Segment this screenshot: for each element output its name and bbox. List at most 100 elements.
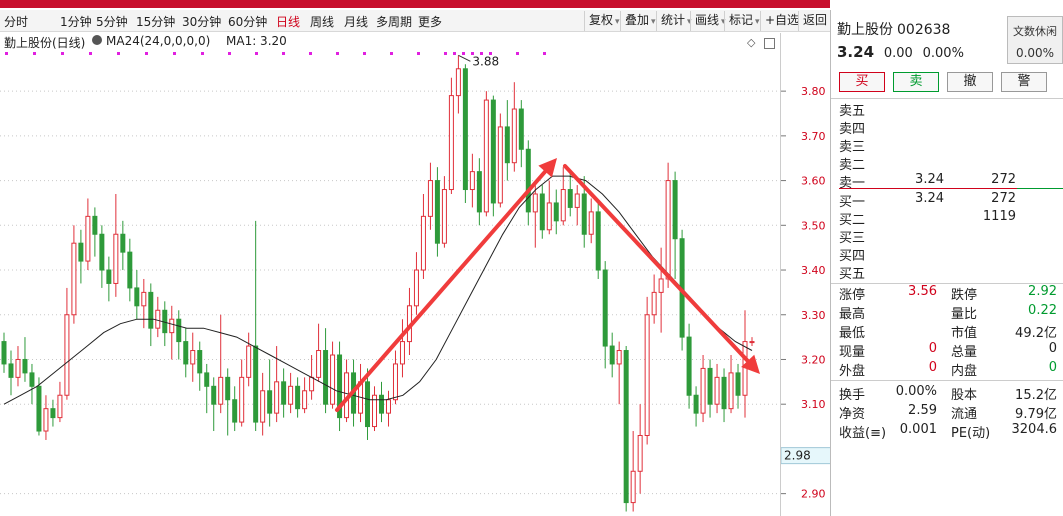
tool-button[interactable]: 叠加 ▾ — [620, 11, 660, 31]
ask-row[interactable]: 卖一 3.24 272 — [839, 172, 1054, 191]
period-tab[interactable]: 日线 — [276, 15, 301, 29]
candle — [176, 310, 182, 360]
bid-row[interactable]: 买二 1119 — [839, 209, 1054, 228]
price-axis-svg: 2.90 3.10 3.20 3.30 3.40 3.50 3.60 3.70 3.80 2.98 — [780, 85, 832, 501]
candle — [434, 167, 440, 257]
tool-label: 统计 — [661, 13, 686, 27]
candle — [365, 368, 371, 440]
indicator-ma-main[interactable]: MA24(24,0,0,0,0) — [106, 34, 211, 48]
stat-label: 市值 — [951, 326, 978, 341]
candle — [700, 355, 706, 423]
price-change: 0.00 — [883, 46, 913, 61]
event-marker — [282, 52, 285, 55]
candle — [246, 332, 252, 387]
high-annotation-label: 3.88 — [472, 54, 499, 68]
period-tab[interactable]: 30分钟 — [182, 15, 222, 29]
candle — [64, 287, 70, 400]
close-chart-icon[interactable] — [764, 38, 775, 49]
candle-body — [413, 269, 419, 307]
bid-row[interactable]: 买三 — [839, 227, 1054, 246]
stock-name: 勤上股份 — [837, 22, 893, 38]
candle — [204, 363, 210, 414]
candle — [476, 158, 482, 226]
stat-label: 内盘 — [951, 364, 978, 379]
tool-button[interactable]: 统计 ▾ — [656, 11, 696, 31]
ask-level-label: 卖三 — [839, 140, 866, 155]
candle — [469, 153, 475, 208]
candle-body — [225, 376, 231, 401]
period-tab[interactable]: 月线 — [344, 15, 369, 29]
bid-row[interactable]: 买一 3.24 272 — [839, 191, 1054, 210]
event-marker — [336, 52, 339, 55]
candle — [211, 377, 217, 432]
period-tab[interactable]: 5分钟 — [96, 15, 128, 29]
candle — [721, 368, 727, 423]
ask-row[interactable]: 卖四 — [839, 118, 1054, 137]
buy-button[interactable]: 买 — [839, 72, 885, 92]
ask-level-label: 卖四 — [839, 122, 866, 137]
y-tick-label: 3.50 — [801, 219, 826, 232]
candle — [609, 332, 615, 378]
ask-row[interactable]: 卖三 — [839, 136, 1054, 155]
candle-body — [427, 180, 433, 217]
period-tab[interactable]: 15分钟 — [136, 15, 176, 29]
tool-button[interactable]: 标记 ▾ — [724, 11, 764, 31]
event-marker — [255, 52, 258, 55]
kline-chart-svg: 3.88 — [0, 52, 780, 512]
ask-row[interactable]: 卖二 — [839, 154, 1054, 173]
candle-body — [602, 269, 608, 347]
event-marker — [480, 52, 483, 55]
tool-label: 画线 — [695, 13, 720, 27]
candle-body — [455, 68, 461, 97]
candle-body — [434, 180, 440, 244]
candle — [665, 162, 671, 288]
tool-label: +自选 — [765, 13, 800, 27]
sell-button[interactable]: 卖 — [893, 72, 939, 92]
ask-row[interactable]: 卖五 — [839, 100, 1054, 119]
candle-body — [274, 381, 280, 414]
tool-button[interactable]: 画线 ▾ — [690, 11, 730, 31]
period-tab[interactable]: 多周期 — [376, 15, 413, 29]
candle-body — [323, 350, 329, 405]
candle-body — [588, 211, 594, 235]
alert-button[interactable]: 警 — [1001, 72, 1047, 92]
tool-button[interactable]: +自选 — [760, 11, 803, 31]
period-tab[interactable]: 分时 — [4, 15, 29, 29]
candle-body — [665, 180, 671, 280]
tool-button[interactable]: 复权 ▾ — [584, 11, 624, 31]
candle — [413, 252, 419, 315]
candle — [518, 100, 524, 168]
bid-row[interactable]: 买四 — [839, 245, 1054, 264]
stats-row: 换手 0.00% 股本 15.2亿 — [839, 384, 1057, 403]
stat-value: 0.22 — [1028, 303, 1057, 318]
period-tab[interactable]: 60分钟 — [228, 15, 268, 29]
candle-body — [490, 99, 496, 204]
candle — [672, 171, 678, 279]
candle — [155, 296, 161, 338]
candle — [504, 100, 510, 181]
candle — [567, 171, 573, 217]
stock-title: 勤上股份 002638 — [837, 19, 950, 39]
candle-body — [672, 180, 678, 240]
candle-body — [260, 390, 266, 423]
bid-row[interactable]: 买五 — [839, 263, 1054, 282]
dropdown-icon: ▾ — [651, 17, 656, 27]
tool-button[interactable]: 返回 — [798, 11, 831, 31]
candle-body — [532, 193, 538, 213]
diamond-icon[interactable]: ◇ — [747, 36, 756, 49]
candle-body — [295, 385, 301, 410]
candle — [714, 363, 720, 414]
period-tab[interactable]: 1分钟 — [60, 15, 92, 29]
candle — [462, 64, 468, 203]
candle — [190, 332, 196, 382]
candle-body — [525, 148, 531, 213]
candle-body — [99, 233, 105, 271]
period-tab[interactable]: 周线 — [310, 15, 335, 29]
dropdown-icon: ▾ — [755, 17, 760, 27]
period-tab[interactable]: 更多 — [418, 15, 443, 29]
candle-body — [630, 470, 636, 504]
cancel-order-button[interactable]: 撤 — [947, 72, 993, 92]
candle-body — [246, 345, 252, 378]
kline-chart[interactable]: 3.88 — [0, 33, 780, 516]
y-tick-label: 3.70 — [801, 130, 826, 143]
